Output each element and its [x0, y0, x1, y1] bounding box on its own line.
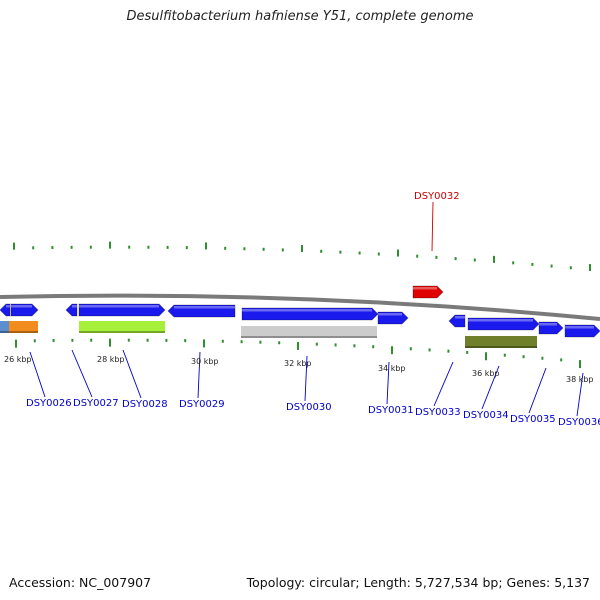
genome-stats-text: Topology: circular; Length: 5,727,534 bp… — [246, 575, 590, 590]
label-connector — [197, 351, 201, 399]
gene-arrow-0-shine — [6, 305, 10, 308]
gene-arrow-9-shine — [539, 323, 557, 326]
gene-arrow-4 — [167, 304, 236, 318]
gene-arrow-10 — [564, 324, 600, 338]
category-bar-shadow — [79, 331, 165, 333]
category-bar-shadow — [0, 331, 9, 333]
kbp-label: 26 kbp — [4, 355, 32, 364]
category-bar-2 — [79, 321, 165, 333]
kbp-label: 38 kbp — [566, 375, 594, 384]
inner-tick-ring — [15, 338, 581, 369]
gene-arrow-7 — [448, 314, 466, 328]
gene-arrow-highlight — [412, 285, 444, 299]
gene-label-connectors — [29, 201, 584, 417]
gene-label: DSY0029 — [179, 399, 225, 410]
gene-arrow-9 — [538, 321, 564, 335]
label-connector — [481, 365, 500, 410]
gene-label-group: DSY0026 DSY0027 DSY0028 DSY0029 DSY0030 DSY00… — [26, 191, 600, 428]
gene-arrow-2-shine — [72, 305, 77, 308]
label-connector — [431, 201, 434, 252]
category-bar-0 — [0, 321, 9, 333]
gene-arrow-0-body — [0, 303, 11, 317]
gene-arrow-highlight-shine — [413, 287, 437, 290]
category-bar-shadow — [9, 331, 38, 333]
kbp-label: 30 kbp — [191, 357, 219, 366]
gene-arrow-5 — [241, 307, 379, 321]
gene-arrow-4-shine — [174, 306, 235, 309]
category-bar-fill — [9, 321, 38, 333]
label-connector — [433, 361, 454, 407]
gene-label: DSY0026 — [26, 398, 72, 409]
gene-arrow-3 — [78, 303, 166, 317]
gene-arrow-6-body — [377, 311, 409, 325]
kbp-scale-labels: 26 kbp 28 kbp 30 kbp 32 kbp 34 kbp 36 kbp 38 k… — [4, 355, 594, 384]
gene-arrow-4-body — [167, 304, 236, 318]
gene-arrow-10-body — [564, 324, 600, 338]
gene-arrow-7-shine — [455, 316, 465, 319]
gene-arrow-3-shine — [79, 305, 159, 308]
gene-features — [0, 285, 600, 348]
gene-label: DSY0028 — [122, 399, 168, 410]
gene-arrow-0 — [0, 303, 11, 317]
gene-label: DSY0034 — [463, 410, 509, 421]
gene-label: DSY0030 — [286, 402, 332, 413]
gene-arrow-7-body — [448, 314, 466, 328]
category-bar-shadow — [465, 346, 537, 348]
gene-arrow-3-body — [78, 303, 166, 317]
category-bar-shadow — [241, 336, 377, 338]
label-connector — [122, 349, 142, 399]
gene-arrow-1-shine — [11, 305, 32, 308]
category-bar-fill — [79, 321, 165, 333]
category-bar-1 — [9, 321, 38, 333]
gene-label: DSY0027 — [73, 398, 119, 409]
label-connector — [71, 349, 93, 398]
label-connector — [576, 372, 584, 417]
gene-arrow-8-body — [467, 317, 540, 331]
gene-label: DSY0033 — [415, 407, 461, 418]
gene-arrow-2 — [65, 303, 78, 317]
gene-arrow-1-body — [10, 303, 39, 317]
gene-arrow-6 — [377, 311, 409, 325]
label-connector — [528, 367, 547, 414]
gene-arrow-1 — [10, 303, 39, 317]
label-connector — [29, 351, 46, 398]
map-title: Desulfitobacterium hafniense Y51, comple… — [126, 9, 474, 24]
kbp-label: 28 kbp — [97, 355, 125, 364]
kbp-label: 32 kbp — [284, 359, 312, 368]
gene-arrow-5-body — [241, 307, 379, 321]
gene-label: DSY0035 — [510, 414, 556, 425]
gene-label: DSY0032 — [414, 191, 460, 202]
category-bar-fill — [0, 321, 9, 333]
category-bar-fill — [465, 336, 537, 348]
kbp-label: 36 kbp — [472, 369, 500, 378]
genome-backbone — [0, 293, 600, 321]
label-connector — [304, 355, 308, 402]
category-bar-fill — [241, 326, 377, 338]
gene-arrow-highlight-body — [412, 285, 444, 299]
category-bar-4 — [465, 336, 537, 348]
gene-arrow-10-shine — [565, 326, 594, 329]
gene-arrow-6-shine — [378, 313, 402, 316]
gene-arrow-2-body — [65, 303, 78, 317]
gene-arrow-5-shine — [242, 309, 372, 312]
gene-arrow-8-shine — [468, 319, 533, 322]
kbp-label: 34 kbp — [378, 364, 406, 373]
category-bar-3 — [241, 326, 377, 338]
accession-text: Accession: NC_007907 — [9, 575, 152, 590]
gene-label: DSY0036 — [558, 417, 600, 428]
gene-arrow-8 — [467, 317, 540, 331]
label-connector — [386, 361, 390, 405]
gene-label: DSY0031 — [368, 405, 414, 416]
outer-tick-ring — [13, 241, 591, 272]
gene-arrow-9-body — [538, 321, 564, 335]
